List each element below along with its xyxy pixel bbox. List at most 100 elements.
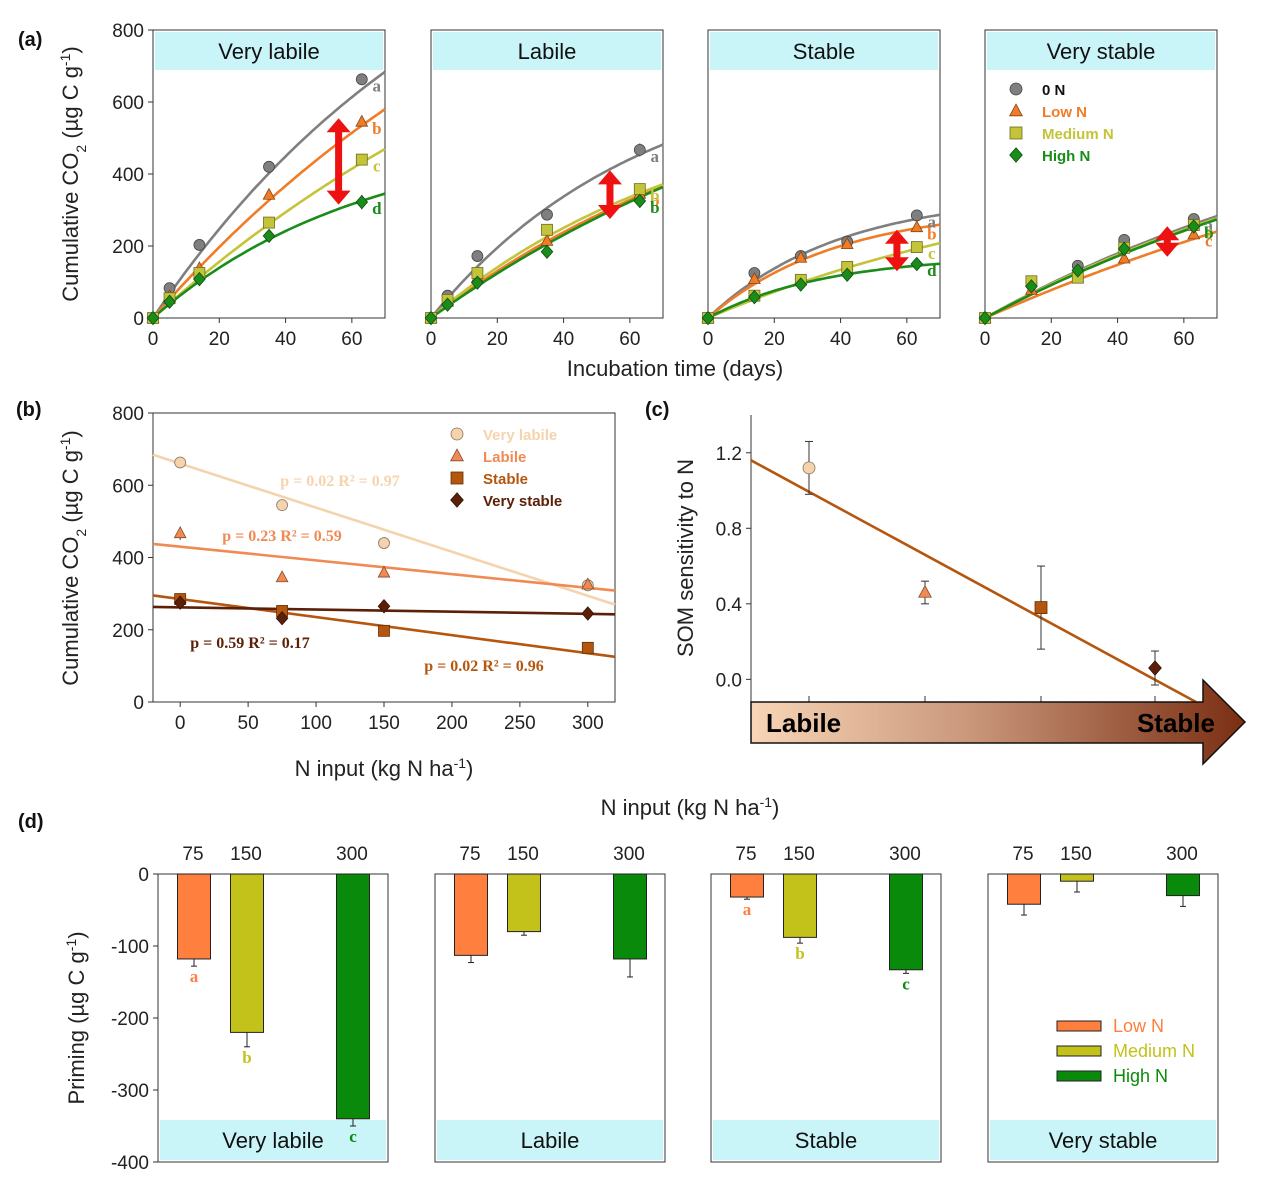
legend-marker-very_stable (450, 492, 464, 508)
x-tick-label: 0 (703, 329, 714, 350)
y-tick-label: 0 (138, 865, 149, 886)
data-point-highN (748, 289, 761, 305)
data-point-highN (1071, 263, 1085, 278)
data-point-zeroN (355, 73, 368, 86)
arrow-label-left: Labile (766, 708, 841, 738)
data-point-very_labile (378, 537, 390, 549)
legend-marker-mediumN (1009, 126, 1023, 140)
legend-marker-stable (450, 471, 464, 485)
significance-letter: a (1205, 216, 1214, 235)
y-tick-label: 200 (112, 621, 144, 642)
panel-letter-d: (d) (18, 811, 44, 833)
fit-curve-highN (984, 218, 1218, 320)
data-point-labile (581, 577, 595, 590)
data-point-zeroN (193, 239, 206, 251)
data-point-highN (794, 277, 808, 292)
significance-letter: a (1205, 222, 1214, 241)
difference-arrow-shape (597, 170, 622, 219)
legend-label: Very labile (483, 427, 557, 444)
fit-statistics: p = 0.02 R² = 0.97 (280, 473, 399, 490)
x-tick-label: 20 (764, 329, 785, 350)
data-point-mediumN (541, 223, 553, 236)
x-tick-label: 60 (896, 329, 917, 350)
x-tick-label: 40 (553, 329, 574, 350)
data-point-highN (424, 310, 438, 326)
data-point-very_labile (802, 461, 816, 475)
fit-curve-mediumN (707, 241, 941, 320)
fit-statistics: p = 0.23 R² = 0.59 (222, 528, 341, 545)
bar-bar_low (177, 873, 211, 960)
y-tick-label: -400 (111, 1153, 149, 1174)
x-axis-label: N input (kg N ha-1) (295, 755, 474, 781)
data-point-mediumN (633, 183, 646, 196)
panel-a-1: Labile 0 20 40 60 a bbb (424, 29, 664, 350)
difference-arrow (1155, 226, 1180, 257)
data-point-very_labile (276, 499, 288, 512)
data-point-highN (193, 271, 206, 287)
x-tick-label: 20 (487, 329, 508, 350)
y-tick-label: -200 (111, 1009, 149, 1030)
strip-title: Labile (521, 1128, 580, 1153)
plot-frame (987, 873, 1219, 1163)
panel-d-3: Very stable 75 150 300 (987, 844, 1219, 1163)
data-point-highN (262, 228, 276, 244)
title-strip (160, 1120, 386, 1160)
strip-title: Labile (518, 39, 577, 64)
data-point-highN (910, 256, 924, 272)
fit-curve-zeroN (707, 213, 941, 319)
fit-line-very_labile (152, 453, 616, 606)
fit-curve-lowN (152, 108, 386, 319)
strip-title: Very labile (222, 1128, 324, 1153)
significance-letter: c (902, 974, 910, 993)
category-label: 300 (889, 844, 921, 865)
significance-letter: d (927, 261, 937, 280)
chart-b-co2-vs-n-input: 0 200 400 600 800 0 50 100 150 200 250 300 p = 0.02 … (57, 404, 616, 781)
title-strip (710, 32, 938, 70)
x-tick-label: 60 (341, 329, 362, 350)
significance-letter: c (1205, 231, 1213, 250)
strip-title: Stable (795, 1128, 857, 1153)
data-point-lowN (794, 250, 808, 263)
data-point-highN (1117, 241, 1131, 257)
plot-frame (984, 29, 1218, 319)
data-point-very_stable (275, 610, 289, 626)
legend-swatch-bar_medium (1056, 1045, 1102, 1057)
data-point-stable (1034, 601, 1048, 614)
data-point-highN (540, 244, 554, 259)
legend-label: High N (1113, 1066, 1168, 1086)
fit-curve-zeroN (429, 143, 664, 319)
x-tick-label: 0 (426, 329, 437, 350)
significance-letter: b (650, 186, 659, 205)
data-point-highN (471, 275, 484, 290)
category-label: 150 (507, 844, 539, 865)
bar-bar_low (1007, 873, 1041, 905)
legend-marker-labile (450, 448, 464, 462)
data-point-lowN (355, 114, 369, 127)
y-axis-label: Cumulative CO2 (µg C g-1) (57, 46, 89, 301)
significance-letter: b (650, 198, 659, 217)
legend-marker-highN (1009, 147, 1023, 163)
chart-d-priming-bars: Very labile 75 150 300 0 -100 -200 -300 -400 a b c L… (63, 794, 1219, 1174)
data-point-highN (163, 294, 176, 310)
bar-bar_high (889, 873, 923, 971)
y-tick-label: 600 (112, 93, 144, 114)
panel-d-2: Stable 75 150 300 a b c (710, 844, 942, 1163)
fit-line (750, 459, 1197, 704)
strip-title: Very stable (1047, 39, 1156, 64)
legend-swatch-bar_high (1056, 1070, 1102, 1082)
significance-letter: a (373, 76, 382, 95)
data-point-highN (701, 310, 715, 326)
significance-letter: b (927, 224, 936, 243)
data-point-highN (146, 310, 160, 326)
data-point-lowN (910, 220, 924, 233)
plot-frame (430, 29, 664, 319)
legend-label: Low N (1113, 1016, 1164, 1036)
data-point-highN (633, 193, 647, 209)
plot-frame (152, 412, 616, 703)
x-tick-label: 50 (238, 713, 259, 734)
legend-label: High N (1042, 148, 1090, 165)
arrow-label-right: Stable (1137, 708, 1215, 738)
data-point-highN (840, 267, 854, 283)
x-tick-label: 40 (1107, 329, 1128, 350)
